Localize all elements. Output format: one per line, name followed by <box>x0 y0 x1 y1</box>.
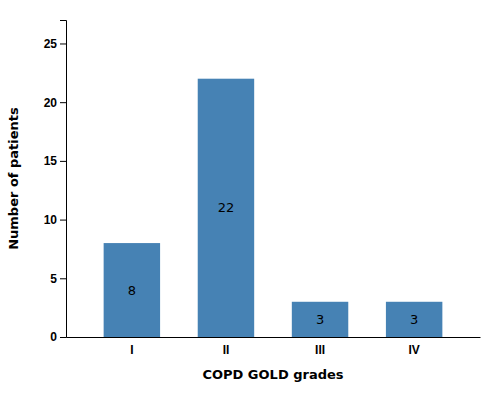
y-tick-label: 10 <box>44 213 58 227</box>
x-tick-label: II <box>223 343 230 357</box>
y-tick-label: 5 <box>50 272 57 286</box>
x-tick: II <box>223 343 230 357</box>
y-tick-label: 25 <box>44 37 58 51</box>
y-tick-label: 20 <box>44 96 58 110</box>
y-tick-label: 0 <box>50 330 57 344</box>
data-label: 3 <box>316 312 324 327</box>
x-axis-title: COPD GOLD grades <box>202 367 343 382</box>
y-tick: 20 <box>44 96 66 110</box>
x-tick: I <box>130 343 133 357</box>
y-tick: 25 <box>44 37 66 51</box>
y-tick: 0 <box>50 330 66 344</box>
plot: IIIIIIIV051015202582233 <box>44 21 481 357</box>
y-tick: 10 <box>44 213 66 227</box>
bar <box>292 302 348 337</box>
data-label: 8 <box>128 283 136 298</box>
data-labels: 8 22 3 3 <box>128 200 419 327</box>
y-tick-mark <box>60 161 66 162</box>
x-tick-label: IV <box>408 343 419 357</box>
y-tick-mark <box>60 102 66 103</box>
bar <box>198 79 254 337</box>
y-tick-mark <box>60 278 66 279</box>
y-tick: 15 <box>44 154 66 168</box>
chart: IIIIIIIV051015202582233COPD GOLD gradesN… <box>0 0 500 393</box>
bar <box>386 302 442 337</box>
y-axis: 0 5 10 15 20 25 <box>44 21 67 345</box>
x-axis-line <box>67 337 481 338</box>
y-tick-label: 15 <box>44 154 58 168</box>
x-tick: IV <box>408 343 419 357</box>
data-label: 22 <box>218 200 235 215</box>
x-tick-label: III <box>315 343 325 357</box>
y-tick-mark <box>60 337 66 338</box>
y-axis-title: Number of patients <box>6 107 21 250</box>
y-tick-mark <box>60 43 66 44</box>
bars <box>104 79 443 337</box>
x-axis: IIIIIIIV <box>67 338 481 357</box>
bar <box>104 243 160 337</box>
y-tick: 5 <box>50 272 66 286</box>
y-tick-mark <box>60 220 66 221</box>
x-tick-label: I <box>130 343 133 357</box>
x-tick: III <box>315 343 325 357</box>
data-label: 3 <box>410 312 418 327</box>
y-axis-line <box>60 21 67 338</box>
